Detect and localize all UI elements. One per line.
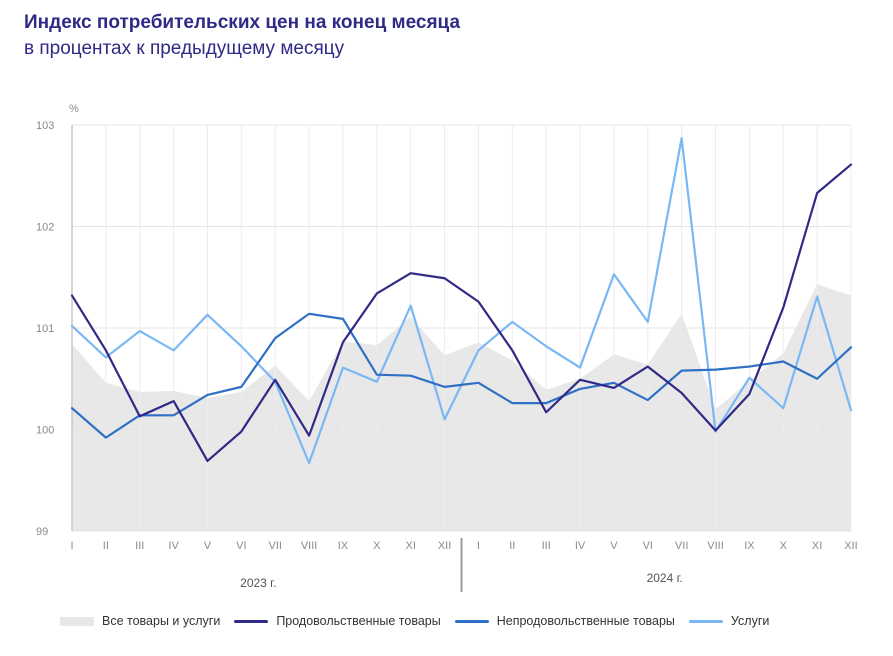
legend-swatch-services [688,619,723,623]
legend-item-nonfood[interactable]: Непродовольственные товары [454,614,675,628]
chart-title: Индекс потребительских цен на конец меся… [24,12,461,33]
legend-label-food: Продовольственные товары [276,614,441,628]
x-tick-label: V [204,540,212,552]
y-tick-label: 99 [36,526,48,538]
legend-swatch-nonfood [454,619,489,623]
legend-label-nonfood: Непродовольственные товары [496,614,675,628]
y-axis-unit: % [69,103,79,115]
x-tick-label: VI [236,540,246,552]
legend-label-services: Услуги [730,614,770,628]
x-tick-label: IX [338,540,349,552]
legend-swatch-all [60,616,94,626]
x-tick-label: I [70,540,73,552]
x-tick-label: XI [405,540,415,552]
year-label-2023: 2023 г. [240,576,276,590]
x-tick-label: IV [575,540,586,552]
x-tick-label: III [135,540,144,552]
series-line-nonfood [70,312,853,439]
x-tick-label: IX [744,540,755,552]
series-line-food [70,163,853,463]
x-tick-label: III [542,540,551,552]
x-tick-label: I [477,540,480,552]
legend: Все товары и услуги Продовольственные то… [60,614,783,628]
legend-item-services[interactable]: Услуги [688,614,770,628]
legend-item-food[interactable]: Продовольственные товары [234,614,441,628]
x-tick-label: XII [438,540,451,552]
legend-label-all: Все товары и услуги [102,614,221,628]
x-tick-label: VII [675,540,688,552]
x-tick-label: IV [168,540,179,552]
x-tick-label: II [509,540,515,552]
area-all-goods [72,284,851,531]
legend-item-all[interactable]: Все товары и услуги [60,614,220,628]
x-tick-label: VI [643,540,653,552]
x-tick-label: VII [268,540,281,552]
legend-swatch-food [234,619,269,623]
y-tick-label: 101 [36,323,54,335]
x-tick-label: XII [844,540,857,552]
y-tick-label: 102 [36,222,54,234]
x-tick-label: VIII [301,540,318,552]
x-tick-label: V [610,540,618,552]
y-tick-label: 103 [36,120,54,132]
x-tick-label: VIII [707,540,724,552]
x-tick-label: XI [812,540,822,552]
chart-subtitle: в процентах к предыдущему месяцу [24,38,345,59]
x-tick-label: II [103,540,109,552]
y-tick-label: 100 [36,425,54,437]
x-tick-label: X [373,540,381,552]
year-label-2024: 2024 г. [647,571,683,585]
x-tick-label: X [780,540,788,552]
